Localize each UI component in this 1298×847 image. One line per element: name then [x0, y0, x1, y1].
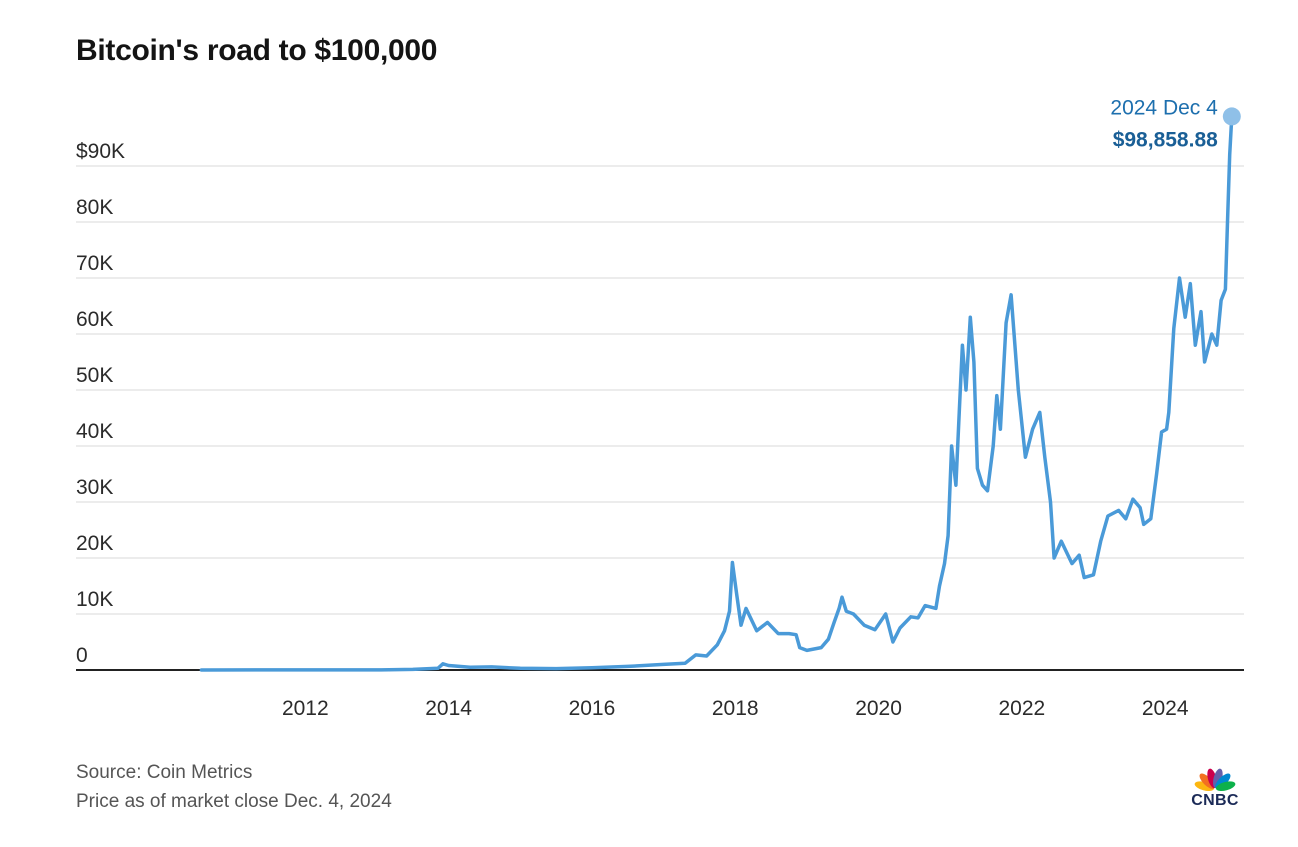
y-tick-label: 60K: [76, 308, 113, 331]
y-tick-label: 40K: [76, 420, 113, 443]
x-axis-ticks: 2012 2014 2016 2018 2020 2022 2024: [282, 697, 1189, 720]
cnbc-logo: CNBC: [1184, 762, 1246, 816]
x-tick-label: 2016: [569, 697, 616, 720]
annotation-date: 2024 Dec 4: [1110, 96, 1218, 119]
grid-lines: [76, 165, 1244, 615]
cnbc-logo-text: CNBC: [1191, 792, 1239, 809]
y-tick-label: 80K: [76, 196, 113, 219]
source-note: Source: Coin Metrics: [76, 762, 253, 783]
x-tick-label: 2024: [1142, 697, 1189, 720]
x-tick-label: 2022: [999, 697, 1046, 720]
price-date-note: Price as of market close Dec. 4, 2024: [76, 791, 392, 812]
y-tick-label: 20K: [76, 532, 113, 555]
y-tick-label: 70K: [76, 252, 113, 275]
x-tick-label: 2020: [855, 697, 902, 720]
y-tick-label: $90K: [76, 140, 125, 163]
y-axis-ticks: 0 10K 20K 30K 40K 50K 60K 70K 80K $90K: [76, 140, 125, 667]
chart-title: Bitcoin's road to $100,000: [76, 34, 438, 67]
y-tick-label: 50K: [76, 364, 113, 387]
annotation-value: $98,858.88: [1113, 128, 1218, 151]
y-tick-label: 0: [76, 644, 88, 667]
latest-price-point: [1222, 107, 1241, 126]
cnbc-peacock-icon: [1194, 768, 1236, 791]
peacock-feather: [1215, 781, 1236, 791]
x-tick-label: 2014: [425, 697, 472, 720]
y-tick-label: 10K: [76, 588, 113, 611]
x-tick-label: 2012: [282, 697, 329, 720]
x-tick-label: 2018: [712, 697, 759, 720]
y-tick-label: 30K: [76, 476, 113, 499]
price-series-line: [199, 114, 1234, 672]
